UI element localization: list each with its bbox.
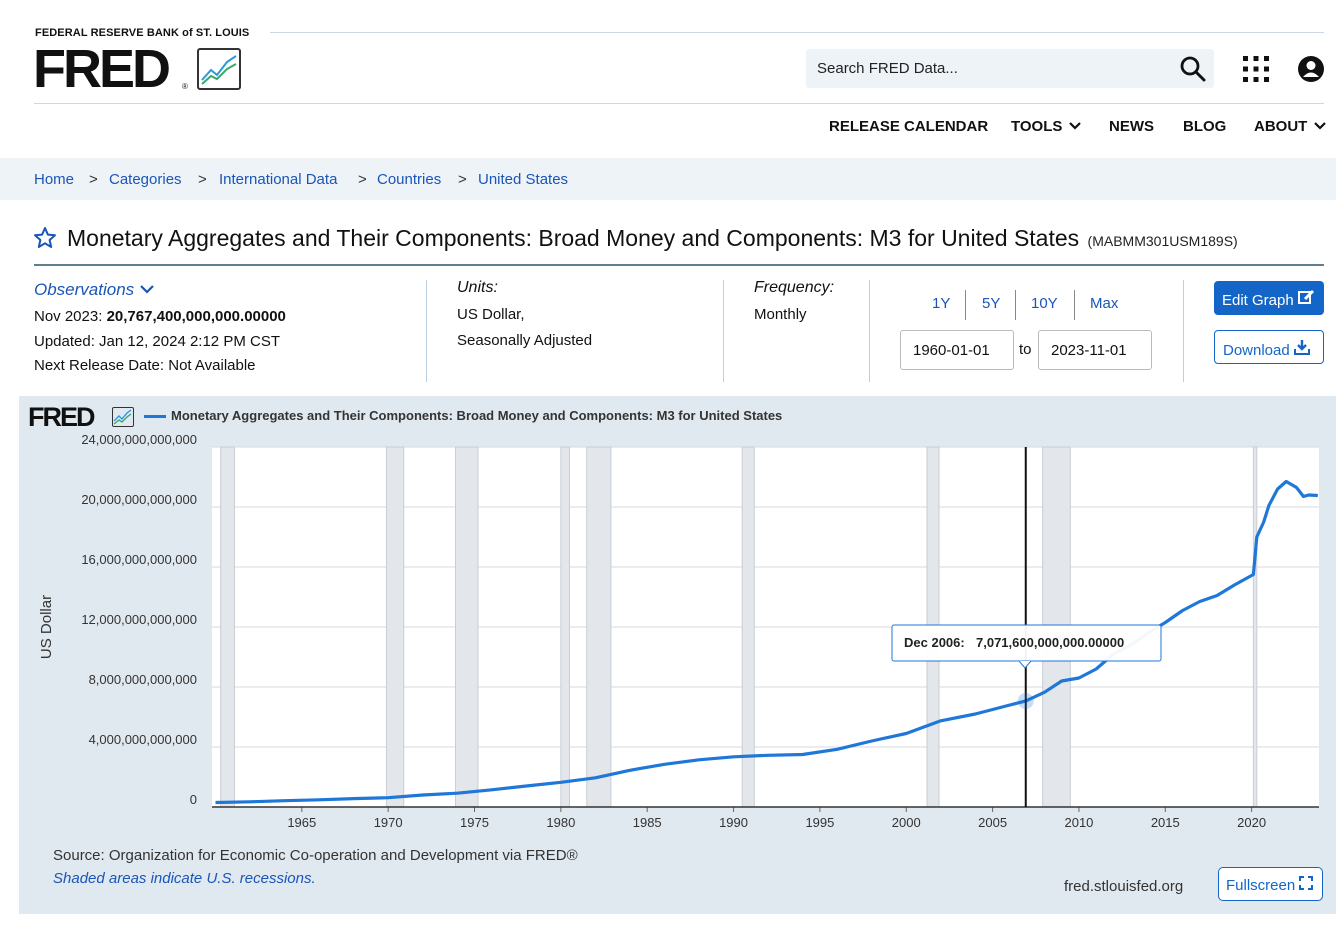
units-label: Units: [457, 279, 498, 296]
graph-panel [19, 396, 1336, 914]
nav-about-label: ABOUT [1254, 118, 1308, 135]
title-rule [34, 264, 1324, 266]
breadcrumb-separator: > [458, 171, 467, 188]
meta-divider [869, 280, 870, 382]
breadcrumb-separator: > [89, 171, 98, 188]
observations-toggle[interactable]: Observations [34, 280, 155, 300]
range-10y-button[interactable]: 10Y [1031, 295, 1058, 312]
end-date-input[interactable] [1038, 330, 1152, 370]
chevron-down-icon [140, 285, 154, 294]
breadcrumb-separator: > [198, 171, 207, 188]
graph-fred-logo: FRED [28, 402, 95, 432]
edit-graph-button[interactable]: Edit Graph [1214, 281, 1324, 315]
nav-release-calendar[interactable]: RELEASE CALENDAR [829, 118, 989, 135]
meta-divider [426, 280, 427, 382]
apps-grid-icon[interactable] [1242, 55, 1270, 83]
range-divider [1074, 290, 1075, 320]
range-divider [965, 290, 966, 320]
page-title: Monetary Aggregates and Their Components… [67, 225, 1238, 252]
range-5y-button[interactable]: 5Y [982, 295, 1001, 312]
nav-tools-label: TOOLS [1011, 118, 1063, 135]
search-button[interactable] [1178, 55, 1208, 83]
graph-source: Source: Organization for Economic Co-ope… [53, 847, 578, 864]
breadcrumb-countries[interactable]: Countries [377, 171, 442, 188]
range-1y-button[interactable]: 1Y [932, 295, 951, 312]
user-account-icon[interactable] [1297, 55, 1325, 83]
breadcrumb [0, 158, 1336, 200]
search-input[interactable] [806, 49, 1166, 88]
observations-label: Observations [34, 280, 135, 299]
chart-legend-label: Monetary Aggregates and Their Components… [171, 408, 783, 423]
start-date-input[interactable] [900, 330, 1014, 370]
breadcrumb-separator: > [358, 171, 367, 188]
breadcrumb-home[interactable]: Home [34, 171, 75, 188]
nav-about[interactable]: ABOUT [1254, 118, 1326, 135]
fred-logo-graph-icon[interactable] [197, 48, 241, 90]
fullscreen-button[interactable]: Fullscreen [1218, 867, 1323, 901]
graph-logo-icon [112, 407, 134, 427]
latest-observation-date: Nov 2023: [34, 308, 103, 325]
meta-divider [1183, 280, 1184, 382]
legend-swatch [144, 415, 166, 418]
header-top-rule [270, 32, 1324, 33]
chevron-down-icon [1313, 122, 1326, 130]
brand-subtitle: FEDERAL RESERVE BANK of ST. LOUIS [35, 27, 250, 39]
date-range-to-label: to [1019, 341, 1032, 358]
units-value-line1: US Dollar, [457, 306, 525, 323]
frequency-value: Monthly [754, 306, 807, 323]
frequency-label: Frequency: [754, 279, 835, 296]
header-bottom-rule [34, 103, 1324, 104]
meta-divider [723, 280, 724, 382]
search-icon [1180, 56, 1206, 82]
updated-date: Updated: Jan 12, 2024 2:12 PM CST [34, 333, 280, 350]
expand-icon [1299, 876, 1314, 890]
breadcrumb-united-states[interactable]: United States [478, 171, 569, 188]
edit-icon [1297, 289, 1314, 304]
chevron-down-icon [1068, 122, 1081, 130]
series-title-text: Monetary Aggregates and Their Components… [67, 225, 1080, 251]
recession-note-link[interactable]: Shaded areas indicate U.S. recessions. [53, 870, 316, 887]
range-max-button[interactable]: Max [1090, 295, 1119, 312]
nav-news[interactable]: NEWS [1109, 118, 1154, 135]
search-box [806, 49, 1214, 88]
breadcrumb-categories[interactable]: Categories [109, 171, 182, 188]
series-id: (MABMM301USM189S) [1087, 233, 1238, 249]
download-icon [1293, 340, 1310, 355]
fullscreen-label: Fullscreen [1226, 877, 1296, 894]
latest-observation-value: 20,767,400,000,000.00000 [106, 308, 286, 325]
range-divider [1015, 290, 1016, 320]
download-button[interactable]: Download [1214, 330, 1324, 364]
units-value-line2: Seasonally Adjusted [457, 332, 593, 349]
graph-site-url: fred.stlouisfed.org [1064, 878, 1184, 895]
brand-registered-mark: ® [182, 82, 188, 91]
edit-graph-label: Edit Graph [1222, 292, 1294, 309]
breadcrumb-international-data[interactable]: International Data [219, 171, 338, 188]
download-label: Download [1223, 342, 1290, 359]
fred-logo[interactable]: FRED [33, 39, 171, 99]
favorite-star-icon[interactable] [33, 226, 57, 250]
nav-blog[interactable]: BLOG [1183, 118, 1227, 135]
next-release-date: Next Release Date: Not Available [34, 357, 256, 374]
latest-observation: Nov 2023: 20,767,400,000,000.00000 [34, 308, 286, 325]
nav-tools[interactable]: TOOLS [1011, 118, 1081, 135]
